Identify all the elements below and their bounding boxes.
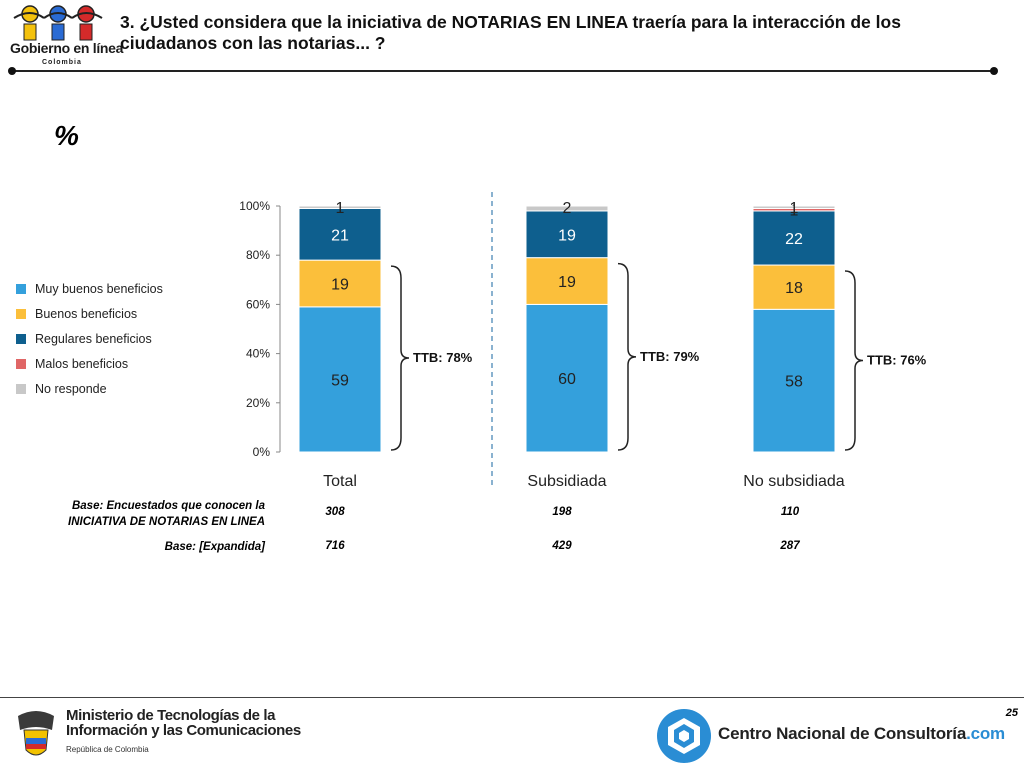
ttb-label: TTB: 79% [640,349,700,364]
legend-swatch [16,308,26,319]
ministry-name: Ministerio de Tecnologías de la Informac… [66,708,301,738]
base-label-encuestados: Base: Encuestados que conocen la INICIAT… [20,498,265,530]
unit-label: % [54,120,79,151]
ttb-label: TTB: 78% [413,350,473,365]
legend-item-regulares: Regulares beneficios [16,326,163,351]
legend-label: Buenos beneficios [35,306,138,321]
ttb-bracket [617,262,637,451]
legend-swatch [16,333,26,344]
base-expandida-total: 716 [325,540,345,552]
bar-data-label: 1 [336,200,345,217]
footer-divider [0,697,1024,698]
bar-data-label: 19 [558,227,576,244]
bar-data-label: 1 [790,200,799,217]
bar-data-label: 58 [785,374,803,391]
legend-item-buenos: Buenos beneficios [16,301,163,326]
gobierno-en-linea-logo: Gobierno en línea Colombia [8,4,123,70]
bar-segment [525,303,609,453]
y-tick-label: 60% [246,297,270,311]
coat-of-arms-icon [18,711,54,756]
bar-data-label: 22 [785,231,803,248]
bar-segment [752,205,836,209]
category-label: No subsidiada [743,473,845,490]
page-number: 25 [1005,707,1018,719]
legend-label: No responde [35,381,107,396]
legend-item-malos: Malos beneficios [16,351,163,376]
logo-figures-icon [13,5,103,41]
cnc-logo-icon [657,709,711,763]
chart-legend: Muy buenos beneficios Buenos beneficios … [16,276,163,401]
y-tick-label: 20% [246,396,270,410]
ministry-subtitle: República de Colombia [66,745,149,754]
base-label-line2: INICIATIVA DE NOTARIAS EN LINEA [68,516,265,528]
base-value-subsidiada: 198 [552,506,572,518]
bar-segment [298,259,382,308]
bar-data-label: 19 [331,276,349,293]
category-label: Total [323,473,357,490]
ttb-label: TTB: 76% [867,353,927,368]
divider-dot-left [8,67,16,75]
bar-data-label: 18 [785,280,803,297]
y-tick-label: 40% [246,347,270,361]
bar-segment [298,306,382,453]
ministry-line2: Información y las Comunicaciones [66,722,301,739]
y-tick-label: 100% [239,199,270,213]
bar-data-label: 1 [790,202,799,219]
y-tick-label: 80% [246,248,270,262]
base-value-no-subsidiada: 110 [780,506,800,518]
legend-item-no-responde: No responde [16,376,163,401]
category-label: Subsidiada [527,473,606,490]
legend-label: Regulares beneficios [35,331,152,346]
bar-data-label: 60 [558,371,576,388]
legend-label: Muy buenos beneficios [35,281,163,296]
bar-data-label: 2 [563,200,572,217]
legend-swatch [16,383,26,394]
base-label-line1: Base: Encuestados que conocen la [71,500,265,512]
bar-segment [298,205,382,209]
base-label-expandida: Base: [Expandida] [164,541,265,553]
legend-item-muy-buenos: Muy buenos beneficios [16,276,163,301]
cnc-name-main: Centro Nacional de Consultoría [718,724,967,743]
header-divider [12,70,996,72]
bar-segment [752,308,836,453]
divider-dot-right [990,67,998,75]
ttb-bracket [844,270,864,451]
legend-swatch [16,358,26,369]
logo-country-text: Colombia [42,59,82,66]
logo-brand-text: Gobierno en línea [10,40,124,56]
ministry-line1: Ministerio de Tecnologías de la [66,707,276,724]
page-title: 3. ¿Usted considera que la iniciativa de… [120,12,901,53]
bar-data-label: 19 [558,274,576,291]
bar-segment [752,264,836,310]
ttb-bracket [390,265,410,451]
y-tick-label: 0% [253,445,271,459]
bar-data-label: 21 [331,227,349,244]
legend-swatch [16,283,26,294]
base-expandida-subsidiada: 429 [552,540,572,552]
bar-data-label: 59 [331,372,349,389]
bar-segment [525,205,609,212]
bar-segment [752,210,836,266]
legend-label: Malos beneficios [35,356,129,371]
cnc-name-suffix: .com [966,724,1005,743]
base-expandida-no-subsidiada: 287 [780,540,800,552]
base-value-total: 308 [325,506,345,518]
bar-segment [298,207,382,261]
cnc-name: Centro Nacional de Consultoría.com [718,724,1005,744]
